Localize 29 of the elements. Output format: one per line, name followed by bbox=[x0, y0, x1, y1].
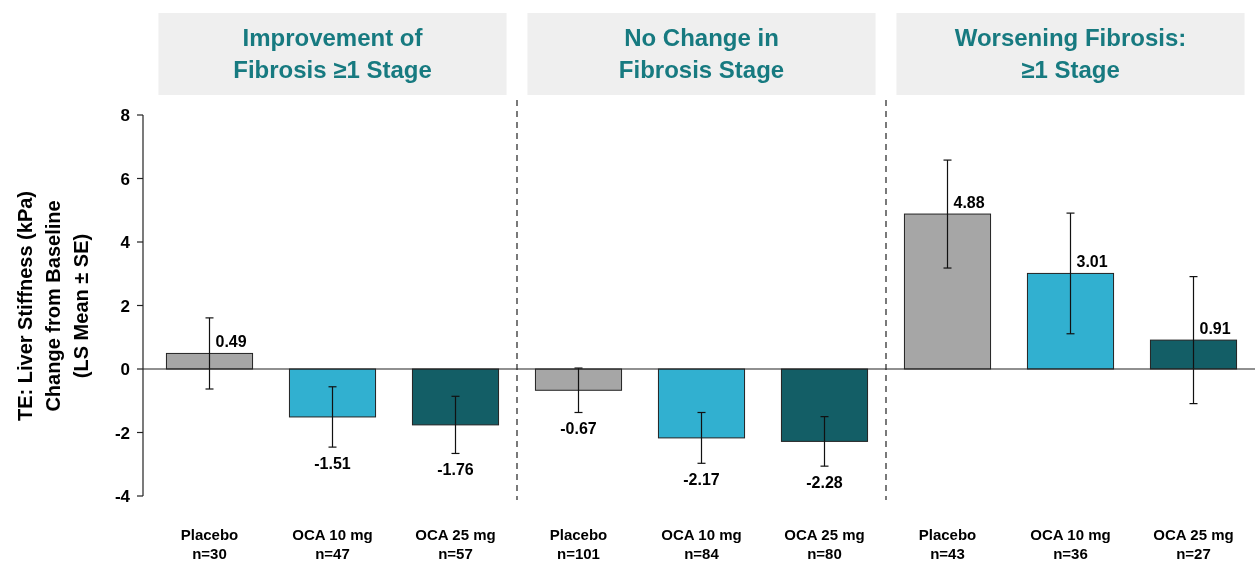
y-axis-title: TE: Liver Stiffness (kPa) Change from Baseline (LS Mean ± SE) bbox=[14, 190, 92, 422]
x-tick-label: OCA 10 mg n=47 bbox=[292, 526, 373, 562]
data-label: -1.51 bbox=[314, 455, 351, 473]
x-tick-label: OCA 10 mg n=36 bbox=[1030, 526, 1111, 562]
text: Improvement of Fibrosis ≥1 Stage bbox=[233, 24, 432, 83]
y-tick-label: 8 bbox=[120, 106, 130, 125]
y-tick-label: 4 bbox=[120, 233, 131, 252]
x-tick-label: OCA 25 mg n=80 bbox=[784, 526, 865, 562]
data-label: -0.67 bbox=[560, 420, 597, 438]
data-label: -1.76 bbox=[437, 461, 474, 479]
y-tick-label: 6 bbox=[120, 169, 130, 189]
data-label: 4.88 bbox=[953, 194, 985, 212]
data-label: -2.28 bbox=[806, 474, 843, 492]
data-label: -2.17 bbox=[683, 471, 720, 489]
text: No Change in Fibrosis Stage bbox=[618, 24, 785, 83]
x-tick-label: OCA 25 mg n=27 bbox=[1153, 526, 1234, 562]
x-tick-label: Placebo n=43 bbox=[918, 526, 977, 562]
x-tick-label: OCA 10 mg n=84 bbox=[661, 526, 742, 562]
y-tick-label: 0 bbox=[120, 360, 130, 379]
x-tick-label: OCA 25 mg n=57 bbox=[415, 526, 496, 562]
x-tick-label: Placebo n=30 bbox=[180, 526, 239, 562]
text: Worsening Fibrosis: ≥1 Stage bbox=[954, 24, 1187, 83]
y-tick-label: -4 bbox=[114, 487, 131, 506]
data-label: 0.91 bbox=[1199, 320, 1231, 338]
y-tick-label: 2 bbox=[120, 296, 130, 316]
x-tick-label: Placebo n=101 bbox=[549, 526, 608, 562]
data-label: 3.01 bbox=[1076, 253, 1108, 271]
y-tick-label: -2 bbox=[114, 423, 130, 443]
data-label: 0.49 bbox=[215, 333, 247, 351]
